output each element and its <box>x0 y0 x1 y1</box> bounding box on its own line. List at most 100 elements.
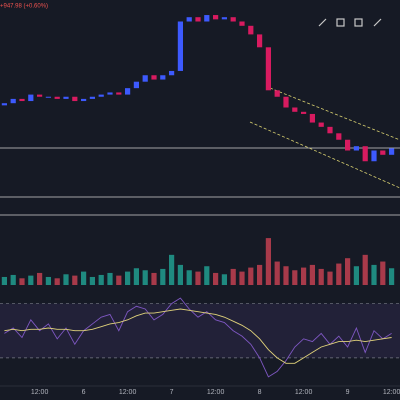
volume-bar <box>72 275 78 285</box>
volume-bar <box>89 276 95 285</box>
candle <box>195 17 201 22</box>
candle <box>257 34 263 48</box>
volume-bar <box>10 274 16 285</box>
candle <box>1 103 7 106</box>
volume-bar <box>239 271 245 285</box>
candle <box>116 92 122 95</box>
candle <box>204 15 210 22</box>
channel-line <box>249 121 400 189</box>
candle <box>151 75 157 80</box>
toolbar[interactable] <box>318 18 382 27</box>
candle <box>327 126 333 134</box>
candle <box>54 96 60 99</box>
volume-bar <box>283 266 289 285</box>
candle <box>10 98 16 104</box>
volume-bar <box>160 268 166 285</box>
volume-bar <box>353 266 359 285</box>
candle <box>265 47 271 91</box>
volume-bar <box>257 264 263 285</box>
candle <box>389 148 395 155</box>
change-label: +947.98 (+0.60%) <box>0 4 48 10</box>
volume-bar <box>151 272 157 285</box>
volume-bar <box>142 270 148 285</box>
candle <box>133 81 139 89</box>
volume-bar <box>336 263 342 285</box>
volume-bar <box>380 261 386 285</box>
volume-bar <box>362 254 368 285</box>
candle <box>362 146 368 162</box>
candle <box>213 15 219 20</box>
line-tool[interactable] <box>373 18 382 27</box>
volume-bar <box>213 272 219 285</box>
volume-bar <box>19 278 25 285</box>
candle <box>98 94 104 97</box>
candle <box>160 75 166 80</box>
candle <box>239 21 245 26</box>
volume-bar <box>107 272 113 285</box>
candle <box>336 133 342 140</box>
volume-bar <box>274 261 280 285</box>
candle <box>125 88 131 95</box>
volume-bar <box>389 268 395 285</box>
x-tick-label: 12:00 <box>31 389 49 396</box>
x-tick-label: 7 <box>170 389 174 396</box>
candle <box>230 17 236 22</box>
candle <box>63 96 69 99</box>
volume-bar <box>81 271 87 285</box>
candle <box>142 75 148 82</box>
volume-bar <box>133 268 139 285</box>
candle <box>292 107 298 112</box>
candle <box>37 94 43 97</box>
candle <box>89 96 95 99</box>
tool-icon[interactable] <box>336 18 345 27</box>
candle <box>45 96 51 98</box>
rsi-line <box>4 297 392 378</box>
volume-bar <box>248 267 254 285</box>
x-tick-label: 12:00 <box>119 389 137 396</box>
volume-bar <box>221 274 227 285</box>
candle <box>177 21 183 71</box>
candle <box>72 96 78 102</box>
volume-bar <box>28 275 34 285</box>
rsi-band <box>0 303 400 358</box>
volume-bar <box>301 267 307 285</box>
volume-bar <box>345 258 351 285</box>
candle <box>81 98 87 102</box>
tool-icon[interactable] <box>354 18 363 27</box>
candle <box>301 111 307 114</box>
volume-bar <box>327 271 333 285</box>
candle <box>186 17 192 22</box>
volume-bar <box>292 270 298 285</box>
channel-line <box>269 87 400 141</box>
volume-bar <box>98 274 104 285</box>
candle <box>248 25 254 35</box>
x-tick-label: 12:00 <box>207 389 225 396</box>
volume-bar <box>186 270 192 285</box>
candle <box>345 139 351 151</box>
line-tool[interactable] <box>318 18 327 27</box>
candle <box>380 150 386 155</box>
volume-bar <box>204 266 210 285</box>
candle <box>309 113 315 123</box>
x-tick-label: 8 <box>258 389 262 396</box>
volume-bar <box>125 271 131 285</box>
volume-bar <box>265 238 271 285</box>
volume-bar <box>230 268 236 285</box>
volume-bar <box>63 274 69 285</box>
candle <box>28 94 34 102</box>
x-tick-label: 6 <box>82 389 86 396</box>
candle <box>353 146 359 151</box>
candle <box>19 98 25 102</box>
candle <box>283 96 289 108</box>
candle <box>318 122 324 127</box>
volume-bar <box>116 275 122 285</box>
candle <box>221 17 227 20</box>
candle <box>371 150 377 162</box>
volume-bar <box>169 254 175 285</box>
candle <box>169 70 175 76</box>
volume-bar <box>45 276 51 285</box>
volume-bar <box>177 264 183 285</box>
x-tick-label: 12:00 <box>295 389 313 396</box>
